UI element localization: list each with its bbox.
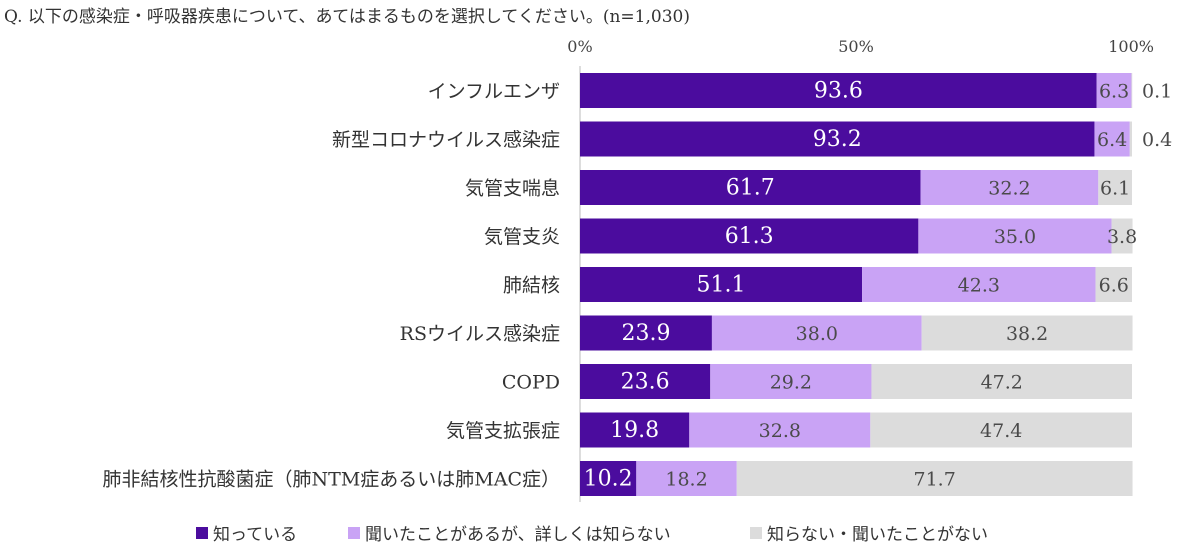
legend-item-heard: 聞いたことがあるが、詳しくは知らない: [348, 520, 671, 545]
bar-segment-known: [580, 315, 712, 351]
data-label-known: 23.6: [621, 370, 670, 395]
bar-segment-unknown: [736, 461, 1133, 496]
data-label-known: 93.6: [814, 79, 863, 104]
data-label-unknown: 71.7: [914, 469, 956, 491]
data-label-unknown: 0.1: [1142, 81, 1172, 103]
data-label-unknown: 0.4: [1142, 129, 1172, 151]
question-title: Q. 以下の感染症・呼吸器疾患について、あてはまるものを選択してください。(n=…: [4, 7, 690, 27]
legend-label-unknown: 知らない・聞いたことがない: [767, 525, 988, 545]
bar-segment-heard: [1094, 121, 1130, 157]
data-label-unknown: 6.1: [1100, 178, 1130, 200]
legend-label-known: 知っている: [213, 525, 298, 545]
category-label: 肺非結核性抗酸菌症（肺NTM症あるいは肺MAC症）: [103, 469, 560, 491]
data-label-heard: 29.2: [770, 372, 812, 394]
data-label-heard: 32.2: [988, 178, 1030, 200]
legend-item-known: 知っている: [196, 520, 297, 545]
legend-item-unknown: 知らない・聞いたことがない: [750, 520, 988, 545]
bar-segment-heard: [918, 218, 1112, 254]
data-label-unknown: 47.4: [980, 420, 1022, 442]
category-label: 肺結核: [503, 275, 560, 297]
bar-segment-known: [580, 170, 921, 205]
category-label: 気管支炎: [484, 226, 560, 248]
data-label-known: 93.2: [813, 127, 862, 152]
legend-label-heard: 聞いたことがあるが、詳しくは知らない: [365, 525, 671, 545]
data-label-heard: 38.0: [796, 323, 838, 345]
legend-swatch-known: [196, 526, 208, 539]
bar-segment-known: [580, 267, 863, 302]
bar-segment-unknown: [870, 412, 1132, 448]
data-label-known: 61.7: [726, 176, 775, 201]
legend-swatch-heard: [348, 526, 360, 539]
data-label-known: 10.2: [584, 467, 633, 492]
bar-segment-unknown: [1131, 73, 1133, 108]
x-tick-label: 0%: [567, 37, 592, 56]
x-tick-label: 50%: [838, 37, 874, 56]
bar-segment-heard: [710, 364, 872, 399]
data-label-unknown: 38.2: [1006, 323, 1048, 345]
category-label: インフルエンザ: [428, 81, 560, 103]
bar-segment-unknown: [1098, 170, 1132, 205]
data-label-known: 19.8: [610, 418, 659, 443]
bar-segment-heard: [689, 412, 871, 448]
bar-segment-heard: [920, 170, 1099, 205]
data-label-unknown: 47.2: [981, 372, 1023, 394]
bar-segment-known: [580, 412, 690, 448]
bar-segment-known: [580, 121, 1095, 157]
data-label-heard: 32.8: [759, 420, 801, 442]
category-label: RSウイルス感染症: [400, 323, 560, 345]
legend: 知っている 聞いたことがあるが、詳しくは知らない 知らない・聞いたことがない: [0, 520, 1200, 546]
bar-segment-heard: [636, 461, 737, 496]
category-label: 気管支拡張症: [446, 420, 560, 442]
bar-segment-heard: [862, 267, 1096, 302]
data-label-heard: 42.3: [958, 275, 1000, 297]
category-label: COPD: [502, 372, 560, 394]
bar-segment-unknown: [871, 364, 1132, 399]
data-label-known: 51.1: [697, 273, 746, 298]
data-label-heard: 35.0: [994, 226, 1036, 248]
data-label-unknown: 3.8: [1107, 226, 1137, 248]
stacked-bar-chart: 0% 50% 100% インフルエンザ 93.6 6.3 0.1 新型コロナウイルス感染症 93…: [103, 37, 1172, 502]
category-label: 気管支喘息: [465, 178, 560, 200]
data-label-heard: 6.3: [1099, 81, 1129, 103]
x-tick-label: 100%: [1108, 37, 1154, 56]
data-label-unknown: 6.6: [1099, 275, 1129, 297]
bar-segment-heard: [1096, 73, 1132, 108]
data-label-heard: 6.4: [1097, 129, 1127, 151]
data-label-known: 23.9: [621, 321, 670, 346]
bar-segment-unknown: [1095, 267, 1132, 302]
bar-segment-known: [580, 461, 637, 496]
data-label-known: 61.3: [725, 224, 774, 249]
data-label-heard: 18.2: [665, 469, 707, 491]
bar-segment-heard: [711, 315, 922, 351]
bar-segment-known: [580, 364, 711, 399]
bar-segment-unknown: [921, 315, 1133, 351]
legend-swatch-unknown: [750, 526, 762, 539]
bar-segment-known: [580, 218, 919, 254]
bar-segment-unknown: [1111, 218, 1133, 254]
bar-segment-unknown: [1129, 121, 1132, 157]
bar-segment-known: [580, 73, 1097, 108]
category-label: 新型コロナウイルス感染症: [332, 129, 560, 151]
